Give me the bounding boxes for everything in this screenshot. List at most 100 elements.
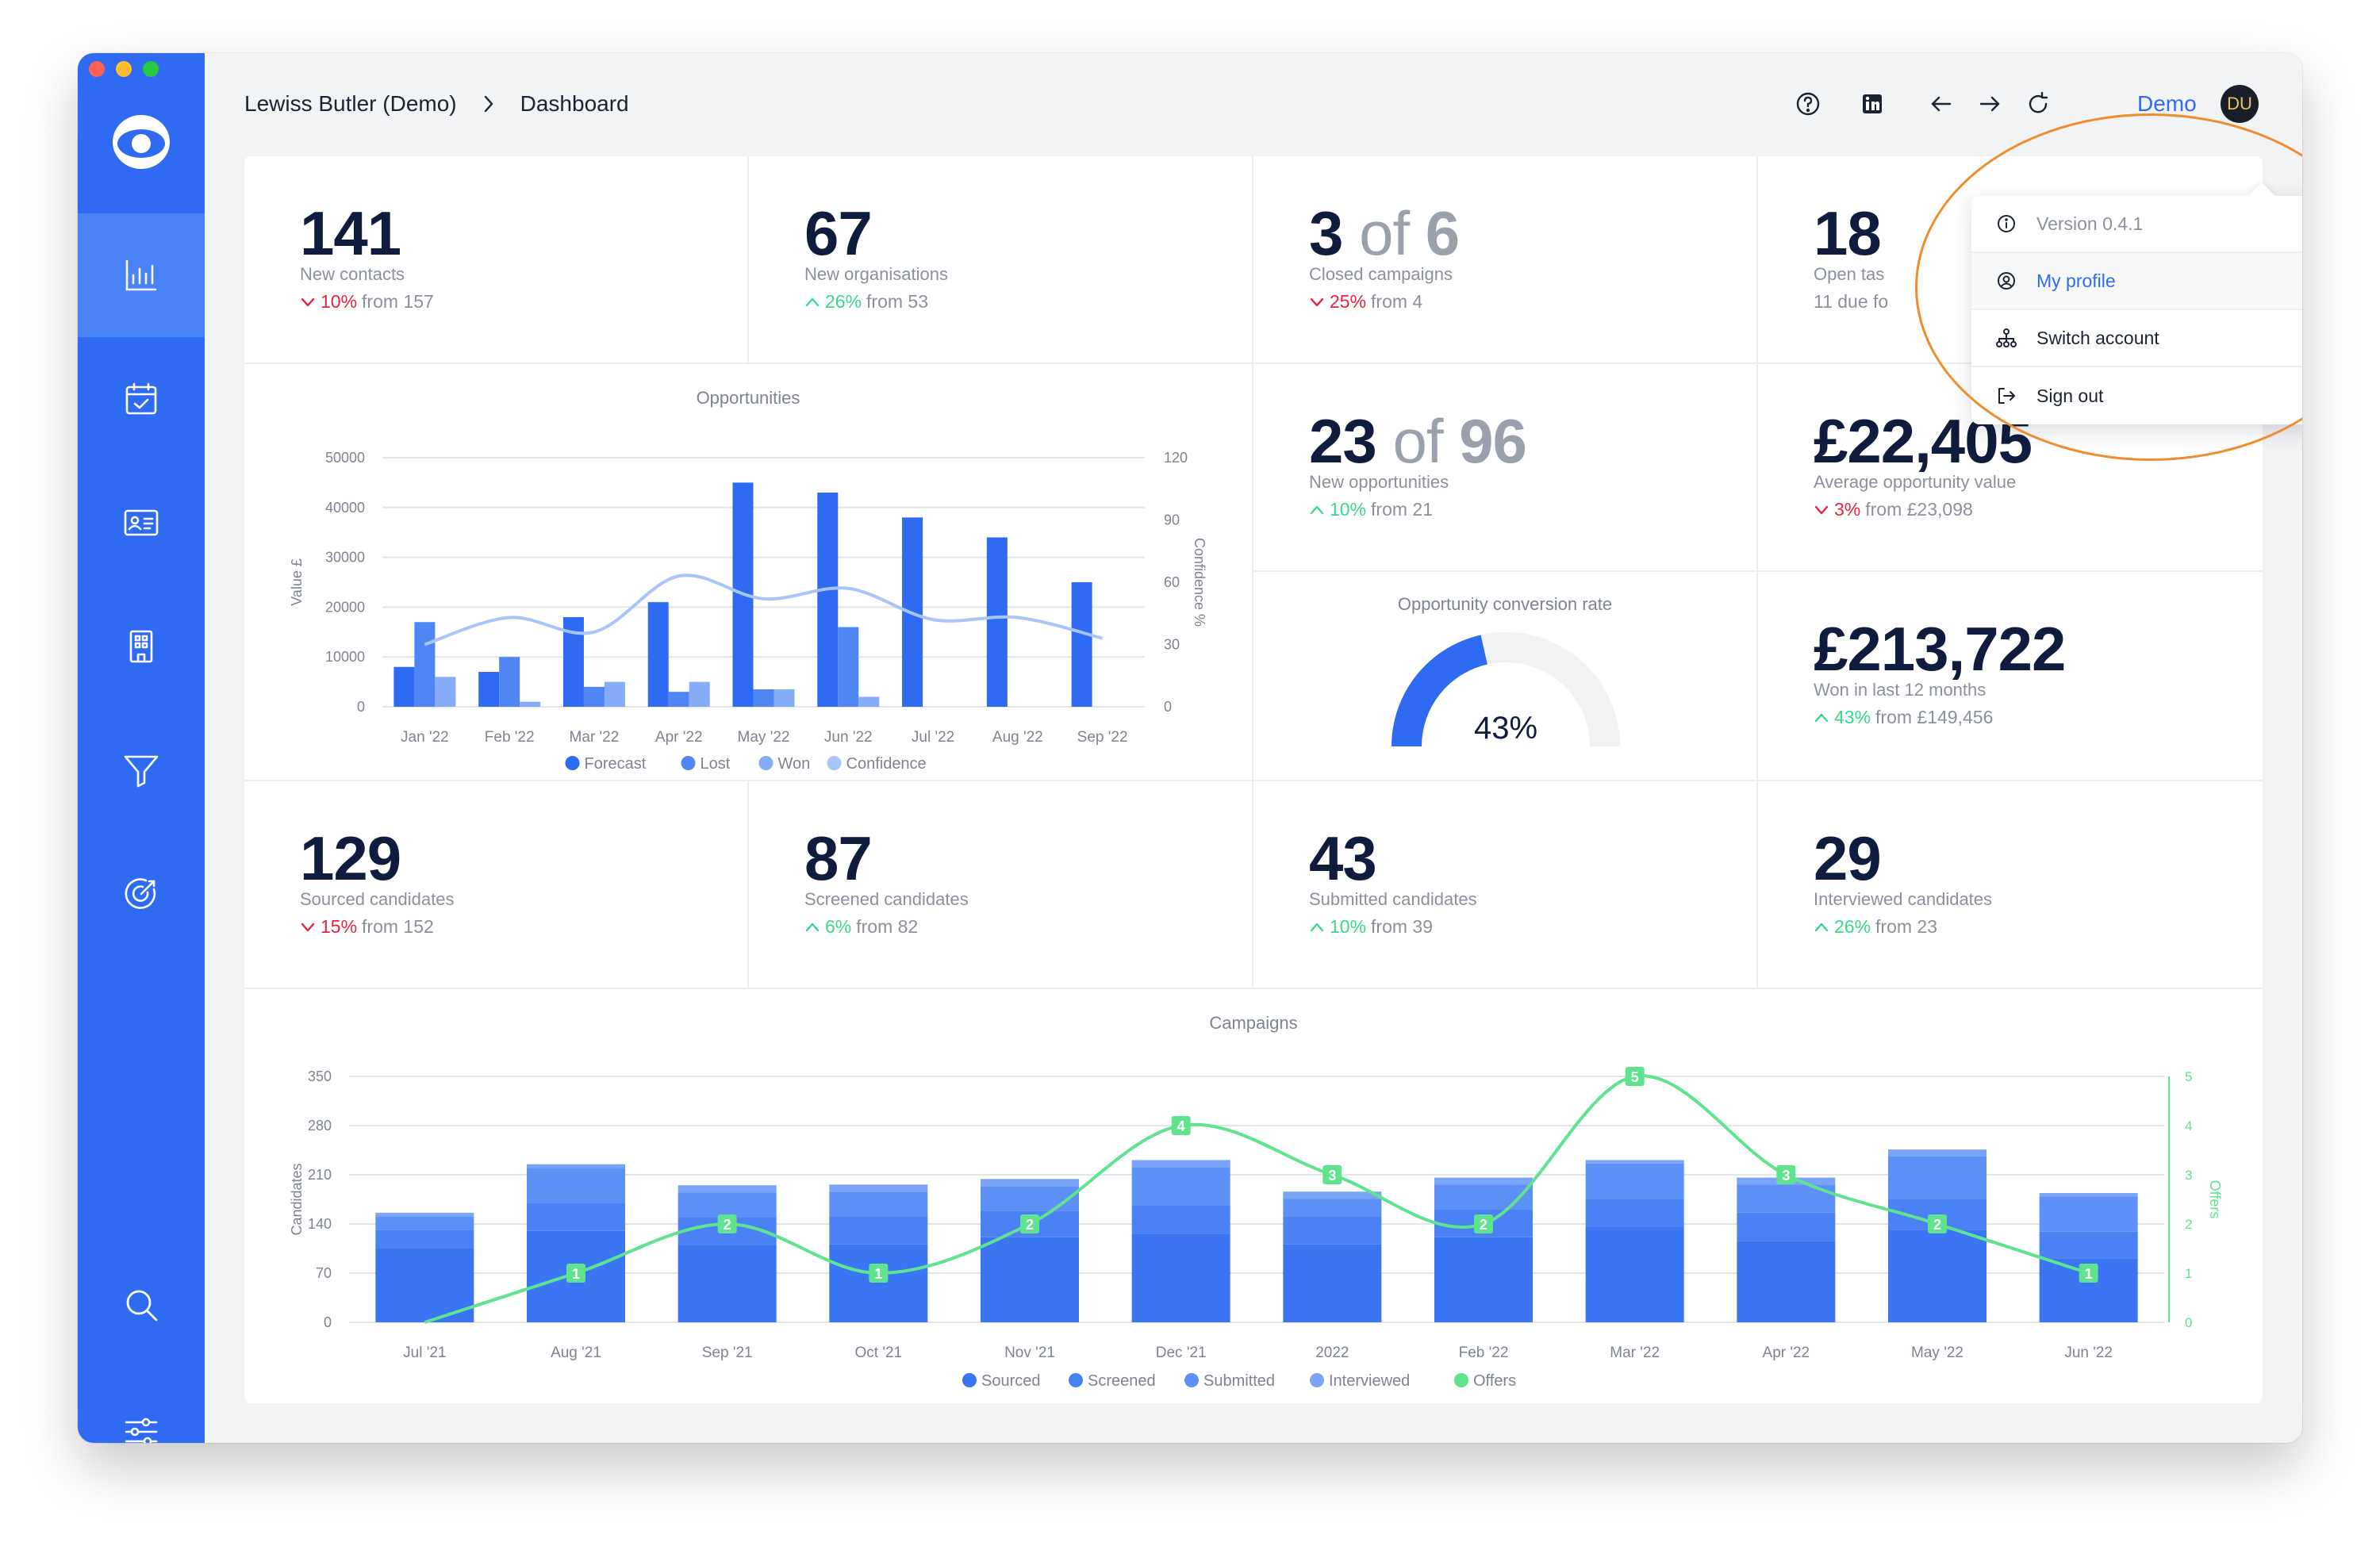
x-tick-label: Aug '21 xyxy=(551,1345,601,1361)
offers-point xyxy=(869,1264,889,1283)
bar-segment-sourced xyxy=(1888,1230,1987,1322)
maximize-window-button[interactable] xyxy=(143,61,159,77)
avatar[interactable]: DU xyxy=(2221,85,2259,123)
user-menu-toggle[interactable]: Demo xyxy=(2137,91,2197,116)
x-tick-label: May '22 xyxy=(1911,1345,1964,1361)
chart-title: Campaigns xyxy=(1209,1013,1298,1033)
back-button[interactable] xyxy=(1925,88,1957,120)
bar-forecast xyxy=(478,672,500,707)
offers-data-label: 1 xyxy=(572,1266,580,1282)
linkedin-icon xyxy=(1863,94,1882,113)
bar-segment-sourced xyxy=(1283,1244,1382,1322)
sidebar-item-pipeline[interactable] xyxy=(78,708,205,832)
x-tick-label: Sep '21 xyxy=(702,1345,753,1361)
y-tick-label: 20000 xyxy=(325,599,365,615)
offers-point xyxy=(1322,1165,1342,1184)
stat-sourced-candidates[interactable]: 129 Sourced candidates 15% from 152 xyxy=(244,781,749,989)
sidebar-item-search[interactable] xyxy=(78,1243,205,1367)
x-tick-label: Sep '22 xyxy=(1077,729,1128,746)
y-tick-label: 0 xyxy=(357,699,365,715)
bar-segment-submitted xyxy=(1888,1156,1987,1199)
close-window-button[interactable] xyxy=(89,61,105,77)
chart-title: Opportunities xyxy=(696,388,800,408)
x-tick-label: Apr '22 xyxy=(1763,1345,1810,1361)
breadcrumb-account[interactable]: Lewiss Butler (Demo) xyxy=(244,91,457,116)
offers-data-label: 3 xyxy=(1328,1168,1336,1183)
stat-change: 3% from £23,098 xyxy=(1814,499,1973,520)
window-controls xyxy=(89,61,159,77)
sidebar-item-settings[interactable] xyxy=(78,1370,205,1443)
arrow-down-icon xyxy=(301,297,315,306)
offers-data-label: 2 xyxy=(724,1217,731,1233)
logo-eye-icon[interactable] xyxy=(108,109,175,175)
stat-change-from: from 53 xyxy=(866,291,929,312)
stat-new-opportunities[interactable]: 23 of 96 New opportunities 10% from 21 xyxy=(1253,364,1758,572)
bar-segment-submitted xyxy=(375,1216,474,1230)
y-tick-label: 210 xyxy=(308,1167,332,1183)
legend-entry: Won xyxy=(778,755,811,773)
stat-label: Sourced candidates xyxy=(300,889,455,909)
bar-won xyxy=(858,696,880,707)
sidebar-item-contacts[interactable] xyxy=(78,461,205,585)
linkedin-button[interactable] xyxy=(1856,88,1888,120)
bar-segment-screened xyxy=(527,1203,625,1231)
search-icon xyxy=(126,1290,158,1322)
stat-value: 129 xyxy=(300,823,401,893)
stat-change-pct: 26% xyxy=(1834,916,1871,937)
stat-change: 15% from 152 xyxy=(300,916,434,938)
bar-segment-interviewed xyxy=(1283,1191,1382,1199)
dropdown-my-profile[interactable]: My profile xyxy=(1971,253,2302,310)
sidebar-item-campaigns[interactable] xyxy=(78,832,205,956)
stat-interviewed-candidates[interactable]: 29 Interviewed candidates 26% from 23 xyxy=(1758,781,2263,989)
offers-point xyxy=(1171,1116,1191,1135)
dropdown-sign-out-label: Sign out xyxy=(2036,385,2104,406)
contact-card-icon xyxy=(124,509,159,536)
bar-segment-interviewed xyxy=(527,1164,625,1168)
offers-data-label: 1 xyxy=(2085,1266,2093,1282)
minimize-window-button[interactable] xyxy=(116,61,132,77)
sidebar-item-dashboard[interactable] xyxy=(78,213,205,337)
stat-submitted-candidates[interactable]: 43 Submitted candidates 10% from 39 xyxy=(1253,781,1758,989)
dropdown-switch-account[interactable]: Switch account xyxy=(1971,310,2302,367)
gauge-value: 43% xyxy=(1474,711,1537,746)
stat-value: 141 xyxy=(300,198,401,268)
forward-button[interactable] xyxy=(1974,88,2006,120)
legend-swatch xyxy=(1310,1373,1324,1387)
x-tick-label: Dec '21 xyxy=(1156,1345,1207,1361)
bar-forecast xyxy=(647,602,669,707)
stat-label: Closed campaigns xyxy=(1309,264,1453,284)
help-button[interactable] xyxy=(1792,88,1824,120)
stat-new-organisations[interactable]: 67 New organisations 26% from 53 xyxy=(749,156,1253,364)
breadcrumb-page: Dashboard xyxy=(520,91,629,116)
y-tick-label: 140 xyxy=(308,1216,332,1232)
y-tick-label: 280 xyxy=(308,1118,332,1134)
stat-label: Screened candidates xyxy=(804,889,969,909)
bar-segment-screened xyxy=(1283,1216,1382,1245)
stat-closed-campaigns[interactable]: 3 of 6 Closed campaigns 25% from 4 xyxy=(1253,156,1758,364)
legend-swatch xyxy=(565,756,580,770)
sidebar-item-organisations[interactable] xyxy=(78,585,205,708)
bar-segment-sourced xyxy=(1585,1226,1684,1322)
y2-tick-label: 30 xyxy=(1164,637,1180,653)
dropdown-sign-out[interactable]: Sign out xyxy=(1971,367,2302,424)
legend-swatch xyxy=(681,756,696,770)
stat-change-pct: 10% xyxy=(1330,916,1367,937)
stat-screened-candidates[interactable]: 87 Screened candidates 6% from 82 xyxy=(749,781,1253,989)
stat-change-from: from 23 xyxy=(1875,916,1938,937)
y2-tick-label: 5 xyxy=(2185,1069,2192,1084)
offers-point xyxy=(566,1264,585,1283)
refresh-button[interactable] xyxy=(2022,88,2054,120)
sidebar-item-calendar[interactable] xyxy=(78,337,205,461)
stat-open-tasks[interactable]: 18 Open tas 11 due fo xyxy=(1758,156,2263,364)
x-tick-label: Mar '22 xyxy=(570,729,620,746)
bar-segment-interviewed xyxy=(1434,1177,1533,1185)
x-tick-label: Aug '22 xyxy=(992,729,1043,746)
offers-point xyxy=(1928,1214,1947,1233)
stat-won-last-12-months[interactable]: £213,722 Won in last 12 months 43% from … xyxy=(1758,572,2263,781)
y-axis-label: Candidates xyxy=(289,1163,305,1235)
stat-new-contacts[interactable]: 141 New contacts 10% from 157 xyxy=(244,156,749,364)
legend-swatch xyxy=(1184,1373,1199,1387)
y-tick-label: 350 xyxy=(308,1068,332,1084)
legend-swatch xyxy=(1454,1373,1468,1387)
bar-lost xyxy=(668,692,689,707)
